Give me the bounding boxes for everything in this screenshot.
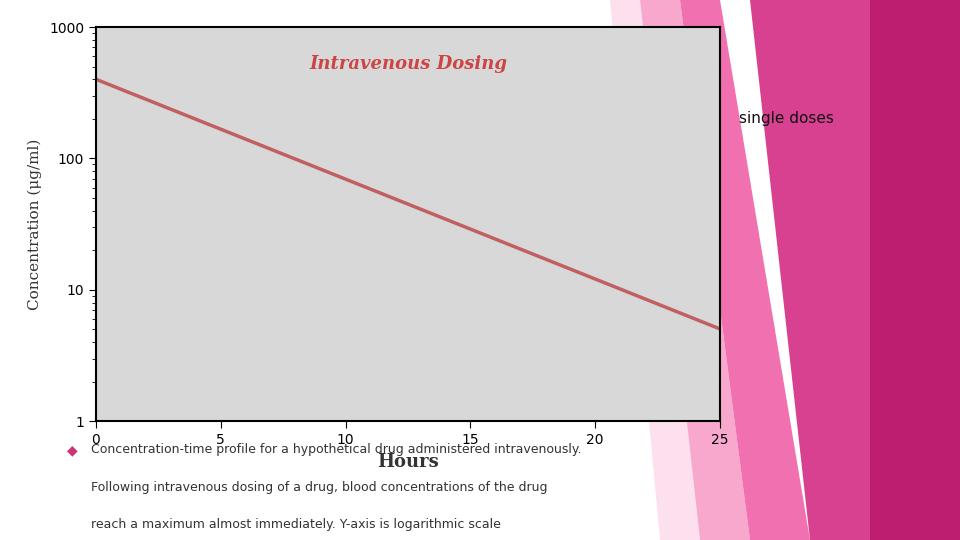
Y-axis label: Concentration (μg/ml): Concentration (μg/ml) (28, 138, 42, 310)
Text: Intravenous Dosing: Intravenous Dosing (309, 55, 507, 72)
Polygon shape (680, 0, 810, 540)
Polygon shape (610, 0, 700, 540)
X-axis label: Hours: Hours (377, 453, 439, 470)
Text: single doses: single doses (739, 111, 834, 126)
Polygon shape (870, 0, 960, 540)
Text: reach a maximum almost immediately. Y-axis is logarithmic scale: reach a maximum almost immediately. Y-ax… (91, 518, 501, 531)
Polygon shape (750, 0, 870, 540)
Polygon shape (640, 0, 750, 540)
Text: ◆: ◆ (67, 443, 78, 457)
Text: Concentration-time profile for a hypothetical drug administered intravenously.: Concentration-time profile for a hypothe… (91, 443, 582, 456)
Text: Following intravenous dosing of a drug, blood concentrations of the drug: Following intravenous dosing of a drug, … (91, 481, 548, 494)
